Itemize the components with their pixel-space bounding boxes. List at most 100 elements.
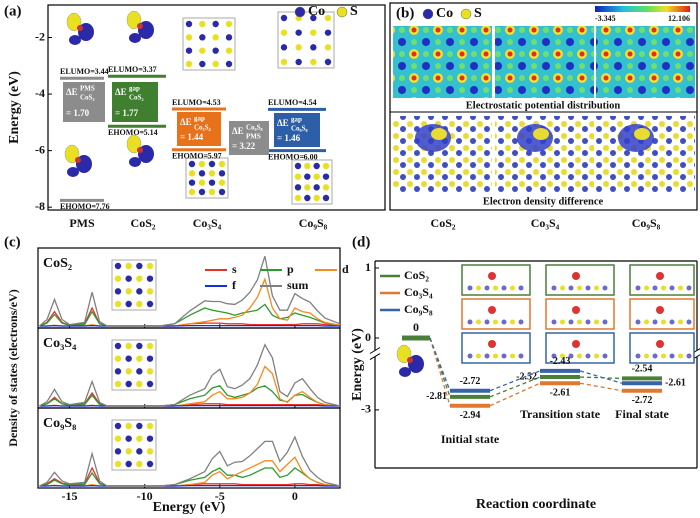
x-category-label: Initial state — [441, 432, 500, 446]
atom — [114, 275, 122, 282]
subplot-label: CoS₂ — [43, 256, 72, 271]
connector — [489, 370, 541, 392]
atom — [198, 179, 206, 186]
gap-symbol: ΔE — [180, 117, 192, 127]
atom — [594, 319, 599, 325]
structure-inset — [461, 332, 531, 364]
atom — [125, 368, 132, 375]
dos-line — [39, 467, 341, 487]
legend-label: sum — [287, 278, 308, 292]
plot-frame — [47, 4, 386, 211]
crystal-cell — [111, 419, 157, 471]
legend-label: CoS₂ — [404, 268, 429, 282]
gap-sub: Co₉S₈ — [291, 125, 308, 133]
atom — [686, 353, 692, 359]
atom — [484, 285, 490, 291]
atom — [669, 353, 675, 359]
atom — [324, 58, 332, 66]
atom — [551, 285, 557, 291]
atom — [218, 160, 226, 168]
legend-marker — [460, 8, 472, 20]
atom — [518, 319, 524, 325]
atom — [136, 300, 143, 308]
atom — [669, 285, 675, 291]
atom — [188, 170, 196, 177]
caption: Electrostatic potential distribution — [466, 100, 621, 111]
atom — [136, 380, 143, 388]
dos-line — [39, 256, 341, 327]
atom — [146, 380, 154, 388]
atom — [467, 353, 473, 359]
gap-box — [63, 82, 105, 122]
atom — [577, 285, 582, 291]
atom — [310, 29, 317, 36]
colorbar — [595, 6, 690, 12]
atom — [476, 319, 481, 325]
panel-label: (b) — [396, 5, 414, 21]
connector — [429, 337, 451, 391]
atom — [510, 353, 515, 359]
x-category-label: Transition state — [520, 407, 601, 421]
atom — [510, 285, 515, 291]
panel-label: (c) — [4, 234, 21, 250]
crystal-cell — [291, 159, 333, 205]
atom — [518, 285, 524, 291]
atom — [136, 460, 143, 468]
value-label: -2.43 — [550, 356, 571, 367]
atom — [136, 342, 143, 350]
atom — [635, 319, 641, 325]
atom — [185, 20, 193, 28]
value-label: -2.52 — [516, 371, 537, 382]
atom — [322, 194, 330, 202]
lumo-value: -4.54 — [300, 98, 317, 107]
gap-box — [274, 113, 320, 147]
atom — [484, 353, 490, 359]
atom — [501, 353, 507, 359]
atom — [212, 20, 219, 28]
gap-symbol: ΔE — [232, 126, 244, 136]
homo-label: EHOMO= — [172, 152, 209, 161]
x-tick-label: 0 — [292, 489, 298, 503]
x-tick-label: PMS — [69, 216, 95, 230]
adsorbate — [488, 272, 496, 280]
axis-break — [369, 353, 381, 361]
legend-label: Co — [308, 4, 325, 19]
x-tick-label: CoS₂ — [131, 216, 156, 230]
legend-marker — [336, 6, 348, 18]
atom — [669, 319, 675, 325]
structure-inset — [629, 264, 695, 296]
gap-sub: CoS₂ — [80, 94, 95, 102]
atom — [484, 319, 490, 325]
y-tick-label: -6 — [35, 142, 45, 156]
atom — [585, 353, 591, 359]
atom — [125, 275, 132, 282]
crystal-cell — [277, 11, 335, 69]
gap-value: = 1.46 — [277, 133, 301, 143]
panel-label: (d) — [352, 234, 370, 250]
adsorbate — [572, 272, 580, 280]
atom — [295, 29, 302, 36]
atom — [661, 285, 666, 291]
legend-label: Co₉S₈ — [404, 302, 433, 316]
y-tick-label: -2 — [35, 29, 45, 43]
homo-value: -7.76 — [93, 202, 110, 211]
structure-inset — [545, 298, 615, 330]
atom — [304, 194, 311, 202]
connector — [579, 370, 623, 384]
atom — [467, 285, 473, 291]
atom — [185, 47, 193, 54]
atom — [136, 368, 143, 375]
value-label: -2.61 — [665, 378, 686, 389]
atom — [125, 380, 132, 388]
atom — [137, 23, 143, 29]
panel-frame — [389, 2, 698, 211]
x-tick-label: CoS₂ — [431, 216, 456, 230]
gap-symbol: ΔE — [115, 87, 127, 97]
atom — [77, 25, 83, 31]
atom — [125, 448, 132, 455]
colorbar-max: 12.106 — [668, 14, 690, 23]
atom — [136, 435, 143, 442]
value-label: -2.72 — [460, 376, 481, 387]
atom — [188, 179, 196, 186]
